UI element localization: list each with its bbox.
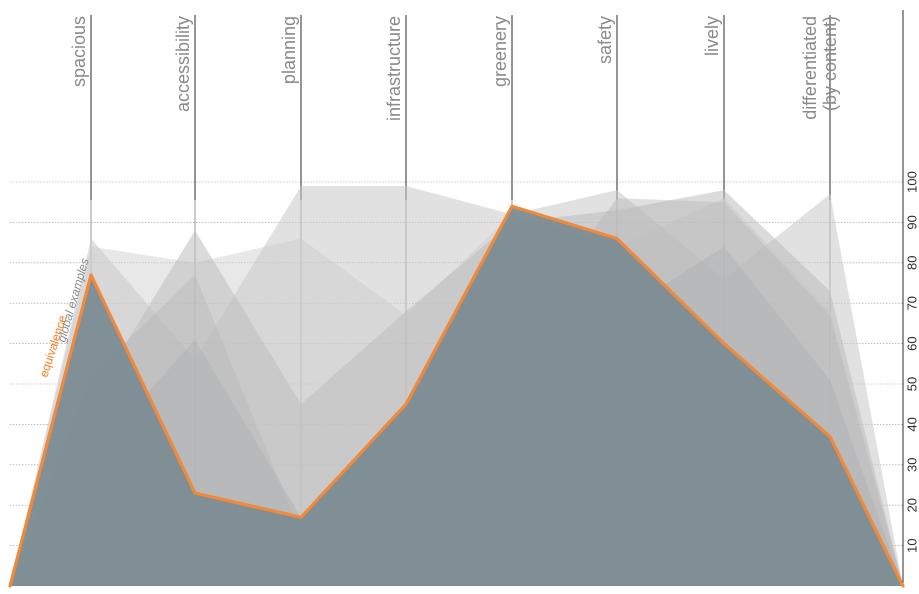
category-label-3: planning [279,16,299,84]
category-label-text-4-0: infrastructure [384,16,404,121]
category-label-text-8-1: (by content) [820,16,840,111]
y-tick-40: 40 [904,417,919,431]
y-tick-label-60: 60 [904,336,919,350]
y-tick-label-20: 20 [904,498,919,512]
category-label-text-6-0: safety [595,16,615,64]
y-tick-label-40: 40 [904,417,919,431]
category-label-6: safety [595,16,615,64]
category-label-7: lively [702,16,722,56]
y-tick-100: 100 [904,171,919,193]
y-tick-label-30: 30 [904,458,919,472]
y-tick-label-10: 10 [904,538,919,552]
category-label-text-1-0: spacious [69,16,89,87]
y-tick-label-80: 80 [904,256,919,270]
category-label-5: greenery [490,16,510,87]
category-label-text-7-0: lively [702,16,722,56]
y-tick-label-70: 70 [904,296,919,310]
category-label-text-8-0: differentiated [800,16,820,120]
category-label-1: spacious [69,16,89,87]
y-tick-50: 50 [904,377,919,391]
y-tick-80: 80 [904,256,919,270]
category-label-8: differentiated (by content) [800,16,840,120]
y-tick-60: 60 [904,336,919,350]
y-tick-20: 20 [904,498,919,512]
y-tick-label-50: 50 [904,377,919,391]
category-label-text-2-0: accessibility [173,16,193,112]
category-label-text-3-0: planning [279,16,299,84]
y-tick-70: 70 [904,296,919,310]
category-label-text-5-0: greenery [490,16,510,87]
y-tick-30: 30 [904,458,919,472]
y-tick-90: 90 [904,215,919,229]
y-tick-label-90: 90 [904,215,919,229]
category-label-4: infrastructure [384,16,404,121]
category-label-2: accessibility [173,16,193,112]
y-tick-10: 10 [904,538,919,552]
y-tick-label-100: 100 [904,171,919,193]
equivalence-line [8,204,905,588]
